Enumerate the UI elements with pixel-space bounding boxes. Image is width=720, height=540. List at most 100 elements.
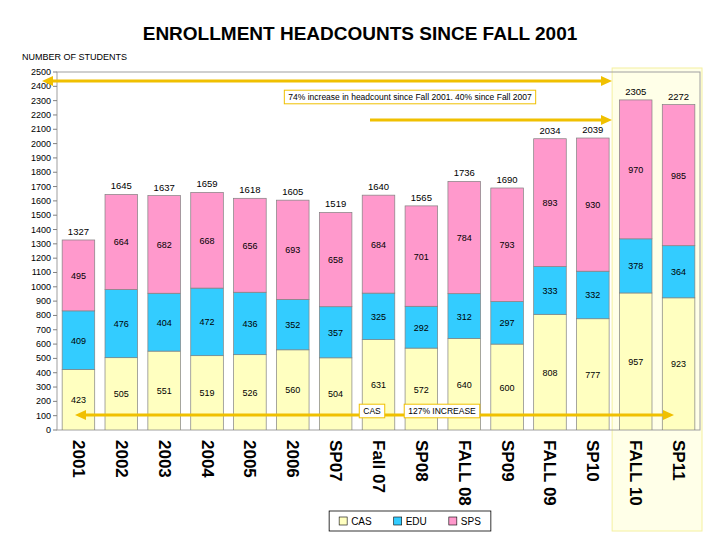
bar-segment — [491, 188, 524, 302]
x-tick-label: SP10 — [583, 440, 602, 482]
total-label: 1690 — [497, 174, 518, 185]
bar-segment — [662, 246, 695, 298]
bar-segment — [105, 290, 138, 358]
data-label: 701 — [414, 252, 429, 262]
bar-segment — [619, 293, 652, 430]
arrow — [42, 76, 612, 86]
x-tick-label: Fall 07 — [369, 440, 388, 493]
y-tick-label: 1500 — [31, 210, 51, 220]
bar-segment — [276, 200, 309, 299]
data-label: 423 — [71, 395, 86, 405]
data-label: 436 — [242, 319, 257, 329]
y-tick — [53, 243, 57, 244]
data-label: 526 — [242, 388, 257, 398]
legend: CASEDUSPS — [329, 511, 491, 531]
total-label: 1637 — [154, 182, 175, 193]
arrow-head — [601, 115, 612, 125]
y-tick-label: 1200 — [31, 253, 51, 263]
annotation-text: CAS — [363, 406, 381, 416]
bar-segment — [491, 302, 524, 345]
data-label: 640 — [457, 380, 472, 390]
data-label: 930 — [585, 200, 600, 210]
bar-segment — [448, 294, 481, 339]
bar-segment — [319, 212, 352, 306]
y-tick — [53, 157, 57, 158]
y-tick — [53, 215, 57, 216]
data-label: 404 — [157, 318, 172, 328]
y-axis-label: NUMBER OF STUDENTS — [22, 52, 127, 62]
bar-segment — [148, 351, 181, 430]
total-label: 1645 — [111, 180, 132, 191]
data-label: 664 — [114, 237, 129, 247]
legend-box — [329, 511, 491, 531]
bar-segment — [105, 194, 138, 289]
y-tick — [53, 72, 57, 73]
legend-swatch — [449, 517, 457, 525]
y-tick — [53, 229, 57, 230]
y-tick — [53, 358, 57, 359]
y-tick-label: 900 — [36, 296, 51, 306]
y-tick-label: 2100 — [31, 124, 51, 134]
bar-segment — [234, 292, 267, 354]
annotation-box — [284, 90, 535, 104]
data-label: 600 — [500, 383, 515, 393]
data-label: 297 — [500, 318, 515, 328]
y-tick-label: 1600 — [31, 196, 51, 206]
bar-segment — [491, 344, 524, 430]
y-tick — [53, 372, 57, 373]
data-label: 560 — [285, 385, 300, 395]
legend-label: SPS — [461, 516, 481, 527]
data-label: 658 — [328, 255, 343, 265]
bars — [62, 100, 695, 430]
arrow-head — [42, 76, 53, 86]
y-tick-label: 2500 — [31, 67, 51, 77]
y-tick-label: 1000 — [31, 282, 51, 292]
arrow-line — [370, 119, 604, 122]
annotation-box — [359, 404, 384, 418]
bar-segment — [319, 307, 352, 358]
bar-segment — [619, 239, 652, 293]
legend-label: CAS — [351, 516, 372, 527]
data-label: 631 — [371, 380, 386, 390]
y-tick-label: 1400 — [31, 225, 51, 235]
data-label: 684 — [371, 240, 386, 250]
y-tick-label: 600 — [36, 339, 51, 349]
y-tick-label: 800 — [36, 310, 51, 320]
x-tick-label: 2005 — [240, 440, 259, 478]
bar-segment — [148, 196, 181, 294]
arrow-head — [75, 410, 86, 420]
total-label: 1327 — [68, 226, 89, 237]
arrow-head — [663, 410, 674, 420]
y-tick-label: 400 — [36, 368, 51, 378]
data-label: 332 — [585, 290, 600, 300]
data-label: 504 — [328, 389, 343, 399]
y-tick-label: 100 — [36, 411, 51, 421]
bar-segment — [577, 271, 610, 319]
data-label: 693 — [285, 245, 300, 255]
data-label: 970 — [628, 165, 643, 175]
y-tick-label: 500 — [36, 353, 51, 363]
y-tick — [53, 430, 57, 431]
y-tick — [53, 401, 57, 402]
y-tick — [53, 129, 57, 130]
y-tick-label: 2300 — [31, 96, 51, 106]
y-tick — [53, 286, 57, 287]
legend-swatch — [339, 517, 347, 525]
bar-segment — [448, 181, 481, 293]
data-label: 312 — [457, 312, 472, 322]
data-label: 505 — [114, 389, 129, 399]
total-label: 1565 — [411, 192, 432, 203]
data-label: 777 — [585, 370, 600, 380]
bar-segment — [577, 138, 610, 271]
bar-segment — [405, 206, 438, 306]
y-tick — [53, 100, 57, 101]
data-label: 292 — [414, 323, 429, 333]
chart: ENROLLMENT HEADCOUNTS SINCE FALL 2001NUM… — [0, 0, 720, 540]
x-tick-label: FALL 10 — [626, 440, 645, 506]
y-tick — [53, 415, 57, 416]
bar-segment — [662, 105, 695, 246]
annotation: CAS — [359, 404, 384, 418]
total-label: 2305 — [625, 86, 646, 97]
x-tick-label: 2003 — [155, 440, 174, 478]
y-tick — [53, 301, 57, 302]
